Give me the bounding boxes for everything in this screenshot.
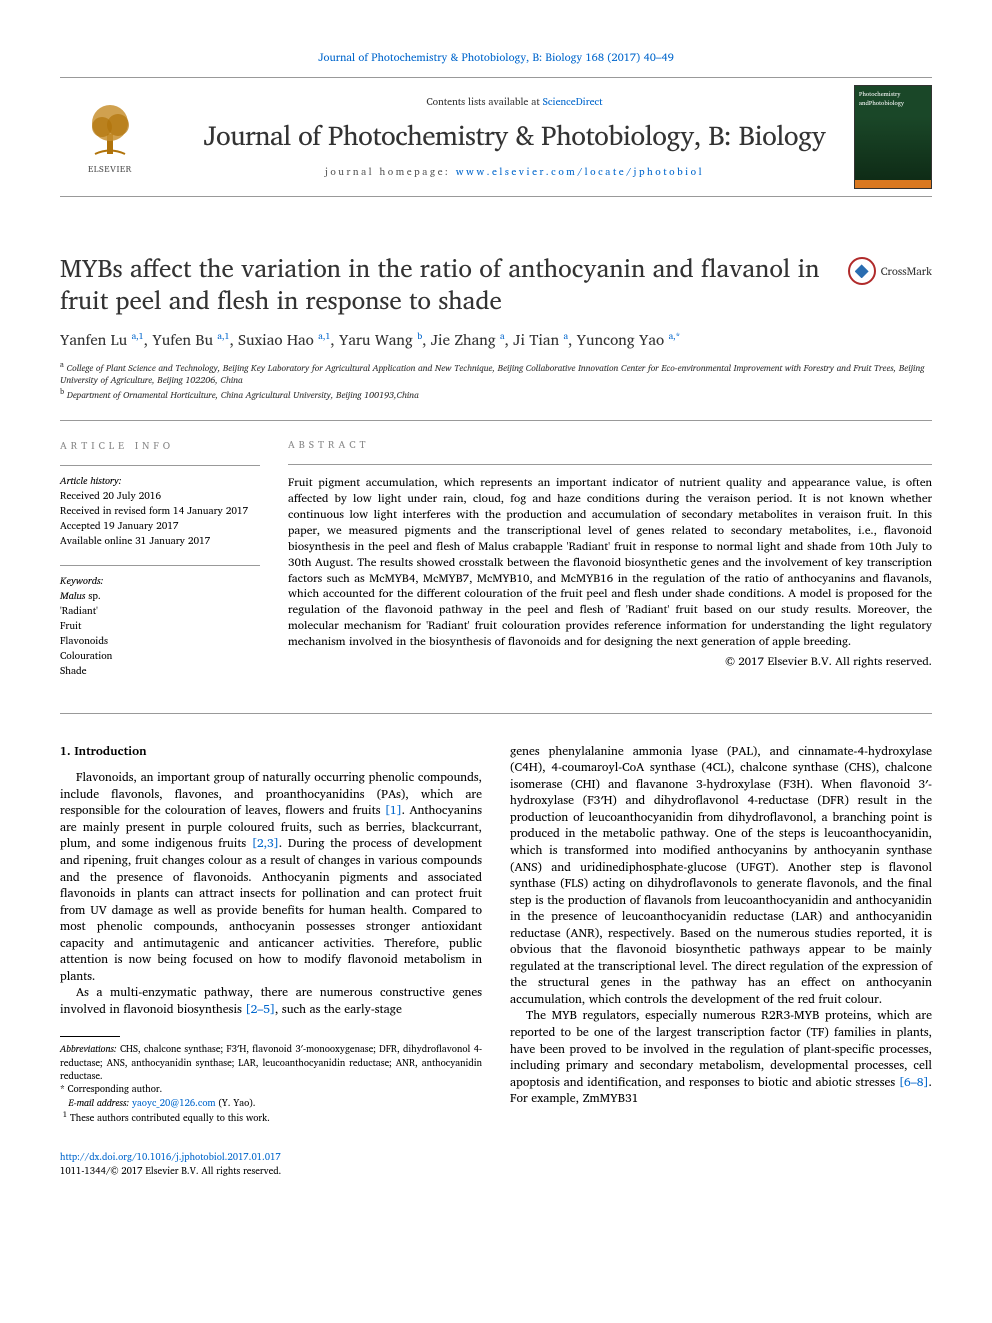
corresponding-email-link[interactable]: yaoyc_20@126.com: [132, 1096, 216, 1111]
footnotes-block: Abbreviations: CHS, chalcone synthase; F…: [60, 1043, 482, 1125]
elsevier-label: ELSEVIER: [88, 163, 132, 176]
equal-contribution-footnote: 1 These authors contributed equally to t…: [60, 1110, 482, 1125]
body-paragraph: Flavonoids, an important group of natura…: [60, 770, 482, 985]
abbreviations-footnote: Abbreviations: CHS, chalcone synthase; F…: [60, 1043, 482, 1083]
keyword-item: Flavonoids: [60, 634, 260, 649]
keywords-label: Keywords:: [60, 574, 260, 589]
journal-homepage-link[interactable]: www.elsevier.com/locate/jphotobiol: [456, 164, 704, 180]
keyword-item: Shade: [60, 664, 260, 679]
journal-homepage: journal homepage: www.elsevier.com/locat…: [175, 165, 854, 179]
body-paragraph: The MYB regulators, especially numerous …: [510, 1008, 932, 1107]
issn-copyright: 1011-1344/© 2017 Elsevier B.V. All right…: [60, 1164, 281, 1179]
revised-date: Received in revised form 14 January 2017: [60, 504, 260, 519]
page-footer: http://dx.doi.org/10.1016/j.jphotobiol.2…: [60, 1151, 932, 1178]
body-column-right: genes phenylalanine ammonia lyase (PAL),…: [510, 744, 932, 1126]
article-info-heading: article info: [60, 439, 260, 453]
corresponding-footnote: * Corresponding author.: [60, 1083, 482, 1096]
elsevier-logo: ELSEVIER: [60, 87, 160, 187]
keyword-item: Fruit: [60, 619, 260, 634]
keyword-item: Colouration: [60, 649, 260, 664]
section-1-heading: 1. Introduction: [60, 744, 482, 761]
keyword-item: 'Radiant': [60, 604, 260, 619]
received-date: Received 20 July 2016: [60, 489, 260, 504]
keyword-item: Malus sp.: [60, 589, 260, 604]
email-footnote: E-mail address: yaoyc_20@126.com (Y. Yao…: [60, 1097, 482, 1110]
journal-cover-thumbnail: Photochemistry andPhotobiology: [854, 85, 932, 189]
accepted-date: Accepted 19 January 2017: [60, 519, 260, 534]
abstract-text: Fruit pigment accumulation, which repres…: [288, 475, 932, 649]
online-date: Available online 31 January 2017: [60, 534, 260, 549]
contents-line: Contents lists available at ScienceDirec…: [175, 95, 854, 109]
journal-volume-link[interactable]: Journal of Photochemistry & Photobiology…: [60, 50, 932, 65]
crossmark-icon: [848, 257, 876, 285]
abstract-copyright: © 2017 Elsevier B.V. All rights reserved…: [288, 654, 932, 670]
journal-name: Journal of Photochemistry & Photobiology…: [175, 117, 854, 155]
journal-banner: ELSEVIER Contents lists available at Sci…: [60, 77, 932, 197]
author-list: Yanfen Lu a,1, Yufen Bu a,1, Suxiao Hao …: [60, 329, 932, 350]
article-info-sidebar: article info Article history: Received 2…: [60, 439, 260, 695]
elsevier-tree-icon: [80, 99, 140, 159]
crossmark-badge[interactable]: CrossMark: [848, 257, 932, 285]
keywords-list: Malus sp.'Radiant'FruitFlavonoidsColoura…: [60, 589, 260, 679]
affiliations: a College of Plant Science and Technolog…: [60, 360, 932, 402]
body-paragraph: As a multi-enzymatic pathway, there are …: [60, 985, 482, 1018]
sciencedirect-link[interactable]: ScienceDirect: [543, 94, 603, 110]
abstract-block: abstract Fruit pigment accumulation, whi…: [288, 439, 932, 695]
body-paragraph: genes phenylalanine ammonia lyase (PAL),…: [510, 744, 932, 1009]
body-column-left: 1. Introduction Flavonoids, an important…: [60, 744, 482, 1126]
article-title: MYBs affect the variation in the ratio o…: [60, 252, 828, 315]
history-label: Article history:: [60, 474, 260, 489]
abstract-heading: abstract: [288, 439, 932, 453]
